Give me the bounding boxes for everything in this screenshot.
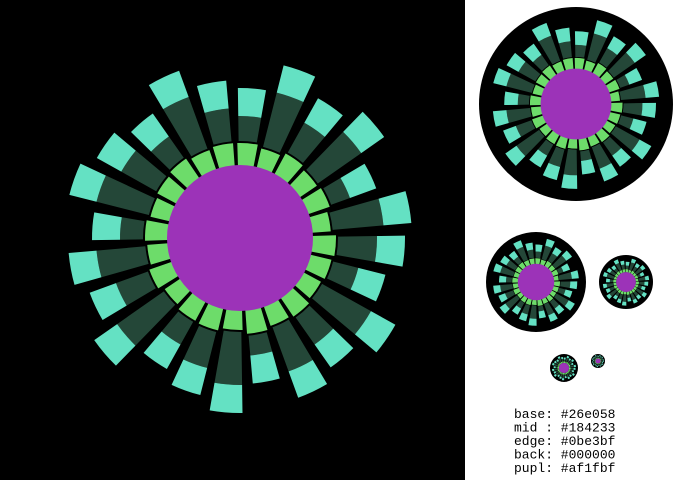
legend-line: back: #000000	[514, 448, 615, 463]
legend-line: base: #26e058	[514, 407, 615, 422]
legend-line: edge: #0be3bf	[514, 434, 615, 449]
thumbnails	[479, 7, 673, 382]
legend-line: mid : #184233	[514, 421, 615, 436]
legend-line: pupl: #af1fbf	[514, 461, 615, 476]
